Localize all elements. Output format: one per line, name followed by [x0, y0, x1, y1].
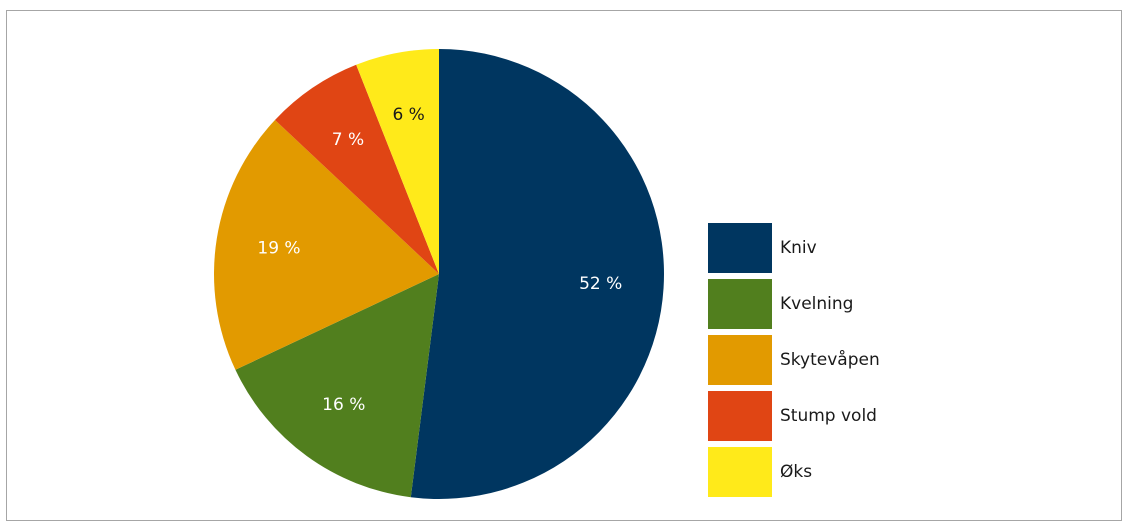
legend-item-skytevapen: Skytevåpen [708, 335, 928, 385]
legend-swatch-kniv [708, 223, 772, 273]
legend-item-kniv: Kniv [708, 223, 928, 273]
pie-slice-kniv [410, 49, 664, 499]
legend-swatch-skytevapen [708, 335, 772, 385]
legend-swatch-kvelning [708, 279, 772, 329]
legend-swatch-stump-vold [708, 391, 772, 441]
legend-label-oks: Øks [780, 462, 813, 482]
slice-label-kniv: 52 % [579, 274, 622, 294]
legend-label-stump-vold: Stump vold [780, 406, 877, 426]
pie-slice-stump-vold [274, 64, 439, 274]
legend-item-kvelning: Kvelning [708, 279, 928, 329]
slice-label-stump-vold: 7 % [332, 130, 364, 150]
slice-label-skytevapen: 19 % [257, 239, 300, 259]
legend-item-stump-vold: Stump vold [708, 391, 928, 441]
legend: Kniv Kvelning Skytevåpen Stump vold Øks [708, 223, 928, 503]
slice-label-oks: 6 % [392, 105, 424, 125]
chart-frame: 52 % 16 % 19 % 7 % 6 % Kniv Kvelning Skytevå… [6, 10, 1122, 521]
legend-item-oks: Øks [708, 447, 928, 497]
legend-label-kniv: Kniv [780, 238, 817, 258]
legend-swatch-oks [708, 447, 772, 497]
legend-label-kvelning: Kvelning [780, 294, 854, 314]
slice-label-kvelning: 16 % [322, 395, 365, 415]
pie-slice-oks [356, 49, 439, 274]
pie-slice-skytevapen [214, 119, 439, 370]
pie-chart: 52 % 16 % 19 % 7 % 6 % [214, 49, 664, 499]
pie-slice-kvelning [235, 274, 439, 498]
legend-label-skytevapen: Skytevåpen [780, 350, 880, 370]
